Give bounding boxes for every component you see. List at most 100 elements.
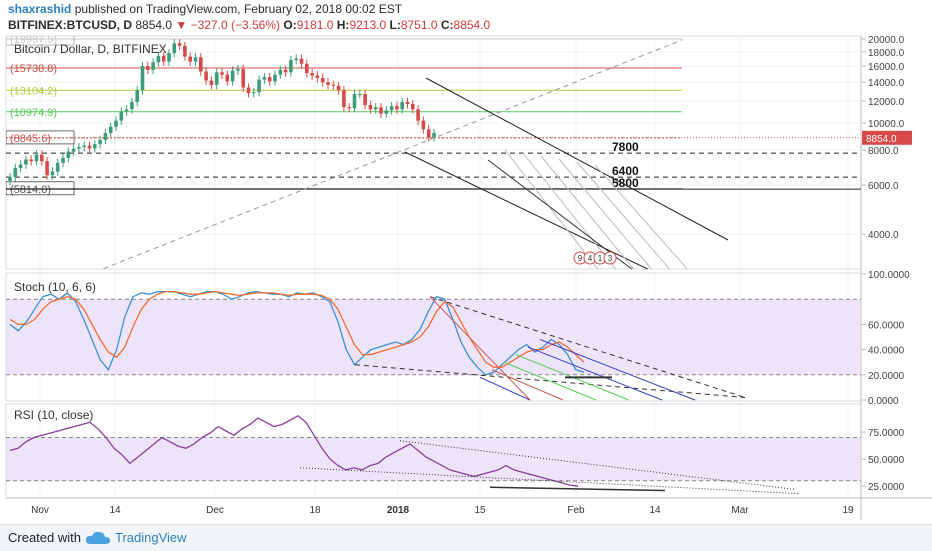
time-tick-label: 14 (649, 505, 661, 516)
tradingview-cloud-icon (85, 531, 111, 544)
price-tick-label: 10000.0 (868, 119, 905, 130)
rsi-trendline (399, 440, 796, 490)
candle-body (257, 79, 261, 93)
change-value: −327.0 (−3.56%) (190, 18, 281, 32)
candle-body (294, 58, 298, 61)
stoch-pane-title: Stoch (10, 6, 6) (14, 280, 96, 294)
candle-body (209, 80, 214, 85)
candle-body (151, 62, 155, 70)
fib-level-label: (10974.9) (10, 107, 57, 119)
rsi-trendline (299, 467, 801, 495)
grid (6, 36, 861, 498)
created-with-label: Created with (8, 530, 81, 545)
candle-body (267, 77, 272, 82)
candle-body (108, 126, 113, 134)
stoch-fan-line (527, 346, 663, 401)
fib-label-box (6, 130, 75, 145)
candle-body (172, 43, 177, 54)
candle-body (379, 107, 383, 114)
candle-body (421, 120, 426, 130)
fan-line (540, 155, 635, 269)
candle-body (66, 151, 71, 158)
price-plot: (19997.5) (15738.8) (13104.2) (10974.9) (884… (6, 36, 861, 269)
candle-body (331, 84, 336, 86)
time-tick-label: 18 (309, 505, 321, 516)
candle-body (29, 159, 33, 162)
candle-body (199, 57, 203, 72)
low-value: 8751.0 (400, 18, 438, 32)
candle-body (214, 72, 219, 85)
price-pane[interactable] (5, 35, 862, 270)
price-tick-label: 8000.0 (868, 146, 899, 157)
candle-body (8, 177, 12, 181)
candle-body (368, 105, 373, 110)
candle-body (193, 57, 198, 62)
candle-body (246, 87, 251, 94)
candle-body (320, 77, 325, 83)
fan-line (576, 161, 671, 269)
rsi-plot (6, 415, 861, 495)
stoch-plot (6, 290, 861, 401)
candle-body (426, 129, 431, 138)
candle-body (252, 92, 256, 94)
candle-body (161, 55, 166, 62)
tradingview-brand-link[interactable]: TradingView (115, 530, 187, 545)
time-tick-label: Mar (731, 505, 749, 516)
candle-body (82, 145, 86, 148)
oscillator-tick-label: 75.0000 (868, 428, 905, 439)
author-name[interactable]: shaxrashid (8, 2, 72, 16)
stoch-trendline (429, 296, 746, 398)
footer-bar: Created with TradingView (0, 524, 932, 551)
oscillator-tick-label: 60.0000 (868, 320, 905, 331)
price-tick-label: 20000.0 (868, 35, 905, 46)
time-tick-label: 15 (474, 505, 486, 516)
oscillator-band (6, 299, 861, 375)
candle-body (188, 56, 192, 62)
rsi-support-line (489, 486, 666, 492)
candle-body (326, 82, 330, 85)
candle-body (98, 139, 102, 145)
candle-body (405, 101, 410, 104)
candle-body (389, 106, 394, 111)
rsi-pane-title: RSI (10, close) (14, 408, 93, 422)
time-tick-label: Nov (31, 505, 49, 516)
time-tick-label: 2018 (387, 505, 410, 516)
close-value: 8854.0 (453, 18, 491, 32)
last-price: 8854.0 (135, 18, 173, 32)
candle-body (400, 101, 404, 110)
stoch-trendline (354, 364, 746, 398)
candle-body (411, 103, 415, 110)
candle-body (40, 154, 44, 162)
candle-body (373, 107, 378, 110)
candle-body (13, 168, 18, 178)
candle-body (183, 45, 187, 57)
candle-body (34, 154, 39, 162)
candle-body (283, 69, 288, 73)
candle-body (305, 63, 309, 74)
candle-body (315, 75, 320, 78)
stoch-fan-line (429, 296, 531, 401)
oscillator-band (6, 437, 861, 481)
price-tick-label: 6000.0 (868, 181, 899, 192)
oscillator-tick-label: 50.0000 (868, 455, 905, 466)
candle-body (114, 120, 118, 127)
price-tick-label: 14000.0 (868, 78, 905, 89)
candle-body (230, 70, 235, 82)
oscillator-tick-label: 40.0000 (868, 346, 905, 357)
price-pane-title: Bitcoin / Dollar, D, BITFINEX (14, 42, 167, 56)
candle-body (24, 159, 28, 165)
event-marker-icon (603, 251, 617, 265)
price-tick-label: 4000.0 (868, 230, 899, 241)
oscillator-tick-label: 25.0000 (868, 482, 905, 493)
stoch-fan-line (503, 361, 597, 401)
candle-body (71, 148, 76, 152)
last-price-badge-label: 8854.0 (866, 134, 897, 145)
price-tick-label: 16000.0 (868, 62, 905, 73)
candle-body (167, 53, 171, 62)
candle-body (177, 43, 182, 46)
event-marker-label: 9 (578, 254, 583, 263)
chart-canvas[interactable]: (19997.5) (15738.8) (13104.2) (10974.9) (884… (0, 34, 932, 524)
candle-body (204, 71, 208, 81)
candle-body (236, 69, 240, 71)
support-label: 6400 (612, 164, 639, 178)
